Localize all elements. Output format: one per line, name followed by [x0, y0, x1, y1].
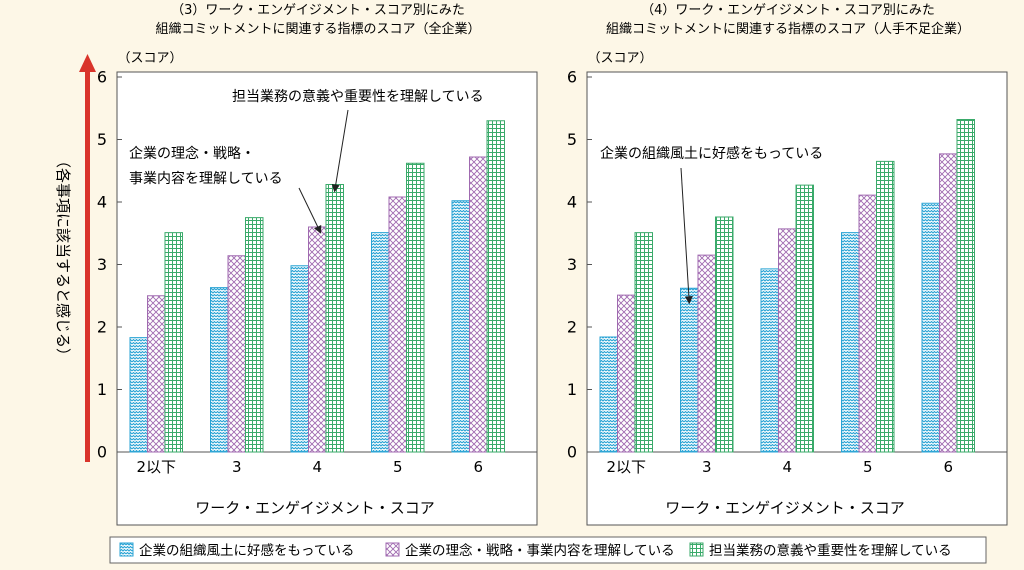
legend-swatch [119, 542, 134, 557]
bar-vision-3 [388, 196, 407, 453]
annotation-arrow [680, 167, 693, 305]
legend-item-vision: 企業の理念・戦略・事業内容を理解している [385, 542, 675, 559]
chart-title-line1: （4）ワーク・エンゲイジメント・スコア別にみた [641, 3, 935, 18]
bar-vision-3 [858, 194, 877, 453]
bar-climate-3 [371, 232, 390, 453]
annotation-1: 企業の理念・戦略・事業内容を理解している [129, 145, 322, 234]
x-tick-label: 2以下 [136, 458, 176, 476]
annotation-arrow [298, 187, 322, 234]
legend-swatch [385, 542, 400, 557]
bar-climate-2 [290, 265, 309, 453]
annotation-0: 担当業務の意義や重要性を理解している [232, 88, 484, 193]
bar-climate-2 [760, 268, 779, 453]
x-axis-title: ワーク・エンゲイジメント・スコア [195, 499, 434, 517]
chart-all-companies: （3）ワーク・エンゲイジメント・スコア別にみた組織コミットメントに関連する指標の… [97, 3, 538, 526]
bar-climate-4 [451, 200, 470, 453]
bar-duty-2 [795, 184, 814, 453]
bar-climate-4 [921, 202, 940, 453]
x-tick-label: 4 [782, 458, 792, 476]
y-axis-caption: （各事項に該当すると感じる） [54, 153, 72, 363]
x-tick-label: 4 [312, 458, 322, 476]
x-tick-label: 3 [232, 458, 242, 476]
arrow-shaft [85, 72, 90, 462]
x-tick-label: 5 [863, 458, 873, 476]
chart-title-line2: 組織コミットメントに関連する指標のスコア（全企業） [155, 21, 480, 37]
annotation-0: 企業の組織風土に好感をもっている [600, 145, 823, 305]
annotation-text: 企業の組織風土に好感をもっている [600, 145, 823, 162]
bar-vision-0 [617, 294, 636, 453]
bar-duty-2 [325, 184, 344, 453]
bar-climate-1 [680, 287, 699, 453]
x-tick-label: 6 [473, 458, 483, 476]
y-tick-label: 0 [567, 443, 577, 462]
bar-climate-3 [841, 232, 860, 453]
annotation-text: 事業内容を理解している [129, 170, 283, 187]
bar-vision-1 [697, 254, 716, 453]
y-direction-arrow [79, 54, 96, 462]
y-tick-label: 5 [97, 130, 107, 149]
bar-vision-4 [469, 156, 488, 453]
y-tick-label: 2 [97, 318, 107, 337]
y-tick-label: 1 [567, 380, 577, 399]
legend-label: 企業の理念・戦略・事業内容を理解している [405, 542, 675, 559]
legend: 企業の組織風土に好感をもっている 企業の理念・戦略・事業内容を理解している 担当業務… [109, 536, 987, 564]
bar-climate-0 [599, 336, 618, 453]
x-tick-label: 3 [702, 458, 712, 476]
bar-duty-1 [245, 217, 264, 453]
y-tick-label: 4 [567, 193, 577, 212]
y-tick-label: 4 [97, 193, 107, 212]
y-axis-label: （スコア） [587, 51, 652, 66]
bar-vision-2 [778, 228, 797, 453]
y-tick-label: 2 [567, 318, 577, 337]
x-axis-title: ワーク・エンゲイジメント・スコア [665, 499, 904, 517]
legend-box [109, 536, 987, 564]
bar-duty-0 [164, 232, 183, 453]
chart-labor-shortage-companies: （4）ワーク・エンゲイジメント・スコア別にみた組織コミットメントに関連する指標の… [567, 3, 1008, 526]
bar-duty-0 [634, 232, 653, 453]
bar-vision-1 [227, 255, 246, 453]
bar-vision-0 [147, 295, 166, 453]
legend-label: 担当業務の意義や重要性を理解している [709, 542, 952, 559]
bar-duty-4 [486, 120, 505, 453]
legend-item-climate: 企業の組織風土に好感をもっている [119, 542, 354, 559]
bar-duty-3 [876, 160, 895, 453]
bar-duty-3 [406, 162, 425, 453]
y-tick-label: 6 [567, 68, 577, 87]
bar-climate-0 [129, 337, 148, 453]
legend-swatch [689, 542, 704, 557]
x-tick-label: 2以下 [606, 458, 646, 476]
chart-title-line2: 組織コミットメントに関連する指標のスコア（人手不足企業） [606, 21, 970, 37]
y-tick-label: 0 [97, 443, 107, 462]
bar-vision-4 [939, 153, 958, 453]
y-tick-label: 6 [97, 68, 107, 87]
chart-title-line1: （3）ワーク・エンゲイジメント・スコア別にみた [171, 3, 465, 18]
bar-vision-2 [308, 226, 327, 453]
x-tick-label: 6 [943, 458, 953, 476]
y-axis-label: （スコア） [117, 51, 182, 66]
x-tick-label: 5 [393, 458, 403, 476]
bar-climate-1 [210, 287, 229, 453]
bar-duty-1 [715, 216, 734, 453]
y-tick-label: 5 [567, 130, 577, 149]
y-tick-label: 1 [97, 380, 107, 399]
annotation-text: 担当業務の意義や重要性を理解している [232, 88, 484, 105]
y-tick-label: 3 [97, 255, 107, 274]
bar-duty-4 [956, 119, 975, 453]
y-tick-label: 3 [567, 255, 577, 274]
annotation-text: 企業の理念・戦略・ [129, 145, 255, 162]
legend-label: 企業の組織風土に好感をもっている [139, 542, 354, 559]
arrow-head [79, 54, 96, 72]
legend-item-duty: 担当業務の意義や重要性を理解している [689, 542, 952, 559]
annotation-arrow [331, 109, 349, 193]
